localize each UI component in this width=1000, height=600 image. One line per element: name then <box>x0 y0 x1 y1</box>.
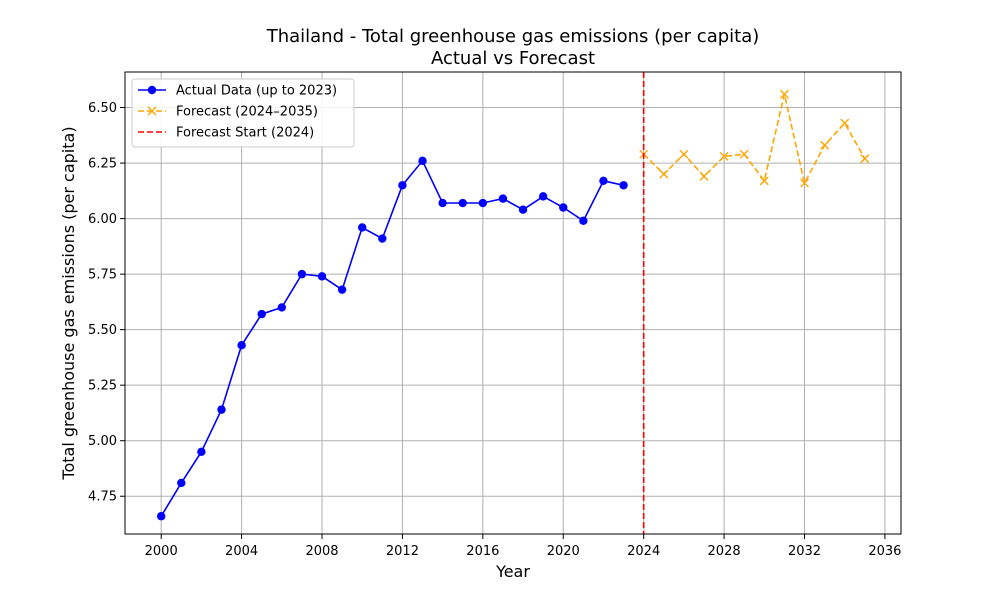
y-tick-label: 6.25 <box>88 157 117 172</box>
legend-label: Forecast Start (2024) <box>176 126 314 141</box>
data-point <box>679 149 689 159</box>
legend-marker <box>147 85 157 95</box>
x-tick-label: 2036 <box>868 544 901 559</box>
data-point <box>739 149 749 159</box>
data-point-stroke <box>739 149 749 159</box>
x-tick-label: 2008 <box>305 544 338 559</box>
x-tick-label: 2000 <box>145 544 178 559</box>
data-point <box>619 181 628 190</box>
chart-subtitle: Actual vs Forecast <box>431 48 595 69</box>
y-tick-label: 5.75 <box>88 268 117 283</box>
series-line-0 <box>160 159 624 517</box>
data-point <box>438 198 447 208</box>
data-point <box>277 303 287 312</box>
y-tick-label: 6.50 <box>88 101 117 116</box>
data-point <box>418 156 427 166</box>
x-tick-label: 2016 <box>466 544 499 559</box>
data-point-stroke <box>860 154 870 164</box>
data-point <box>297 269 307 279</box>
x-tick-label: 2024 <box>627 544 660 559</box>
legend-label: Forecast (2024–2035) <box>176 105 318 120</box>
series-layer <box>156 72 870 534</box>
y-axis-label: Total greenhouse gas emissions (per capi… <box>59 126 78 480</box>
data-point <box>156 512 166 521</box>
data-point <box>820 140 830 150</box>
data-point-stroke <box>699 171 709 181</box>
plot-frame <box>124 71 902 535</box>
data-point <box>177 478 186 488</box>
data-point <box>317 272 327 281</box>
data-point <box>217 405 226 414</box>
data-point <box>257 309 266 319</box>
legend-label: Actual Data (up to 2023) <box>176 84 337 99</box>
y-tick-label: 5.25 <box>88 379 117 394</box>
data-point-stroke <box>779 89 789 99</box>
x-tick-label: 2004 <box>225 544 258 559</box>
y-tick-label: 6.00 <box>88 212 117 227</box>
x-tick-label: 2028 <box>708 544 741 559</box>
data-point <box>719 151 729 161</box>
data-point <box>197 447 206 457</box>
chart-title: Thailand - Total greenhouse gas emission… <box>266 26 760 47</box>
data-point <box>337 285 347 294</box>
y-tick-label: 5.00 <box>88 434 117 449</box>
legend-marker <box>147 106 157 116</box>
data-point <box>779 89 789 99</box>
data-point <box>559 203 568 212</box>
data-point <box>599 176 608 186</box>
data-point <box>860 154 870 164</box>
data-point <box>579 216 588 226</box>
data-point-stroke <box>759 176 769 186</box>
x-tick-label: 2012 <box>386 544 419 559</box>
data-point-stroke <box>659 169 669 179</box>
legend-box <box>131 78 355 148</box>
legend: Actual Data (up to 2023) Forecast (2024–2… <box>131 78 355 148</box>
data-point-stroke <box>840 118 850 128</box>
data-point <box>478 198 488 208</box>
data-point <box>358 223 367 232</box>
data-point <box>398 181 407 190</box>
y-tick-label: 4.75 <box>88 490 117 505</box>
data-point <box>659 169 669 179</box>
data-point <box>378 234 387 243</box>
data-point <box>518 205 528 214</box>
data-point <box>538 192 548 201</box>
data-point-stroke <box>719 151 729 161</box>
data-point <box>800 178 809 188</box>
x-tick-label: 2032 <box>788 544 821 559</box>
x-tick-label: 2020 <box>547 544 580 559</box>
data-point-stroke <box>820 140 830 150</box>
legend-items: Actual Data (up to 2023) Forecast (2024–2… <box>138 84 337 141</box>
data-point <box>759 176 769 186</box>
data-point <box>498 194 508 203</box>
x-axis-label: Year <box>495 562 530 581</box>
data-point <box>699 171 709 181</box>
data-point <box>840 118 850 128</box>
data-point-stroke <box>800 178 809 188</box>
data-point <box>237 341 246 350</box>
tick-layer: 2000 2004 2008 2012 2016 2020 2024 2028 2032 2036… <box>88 101 901 559</box>
data-point <box>458 198 467 208</box>
y-tick-label: 5.50 <box>88 323 117 338</box>
grid-layer <box>125 72 901 534</box>
data-point-stroke <box>679 149 689 159</box>
